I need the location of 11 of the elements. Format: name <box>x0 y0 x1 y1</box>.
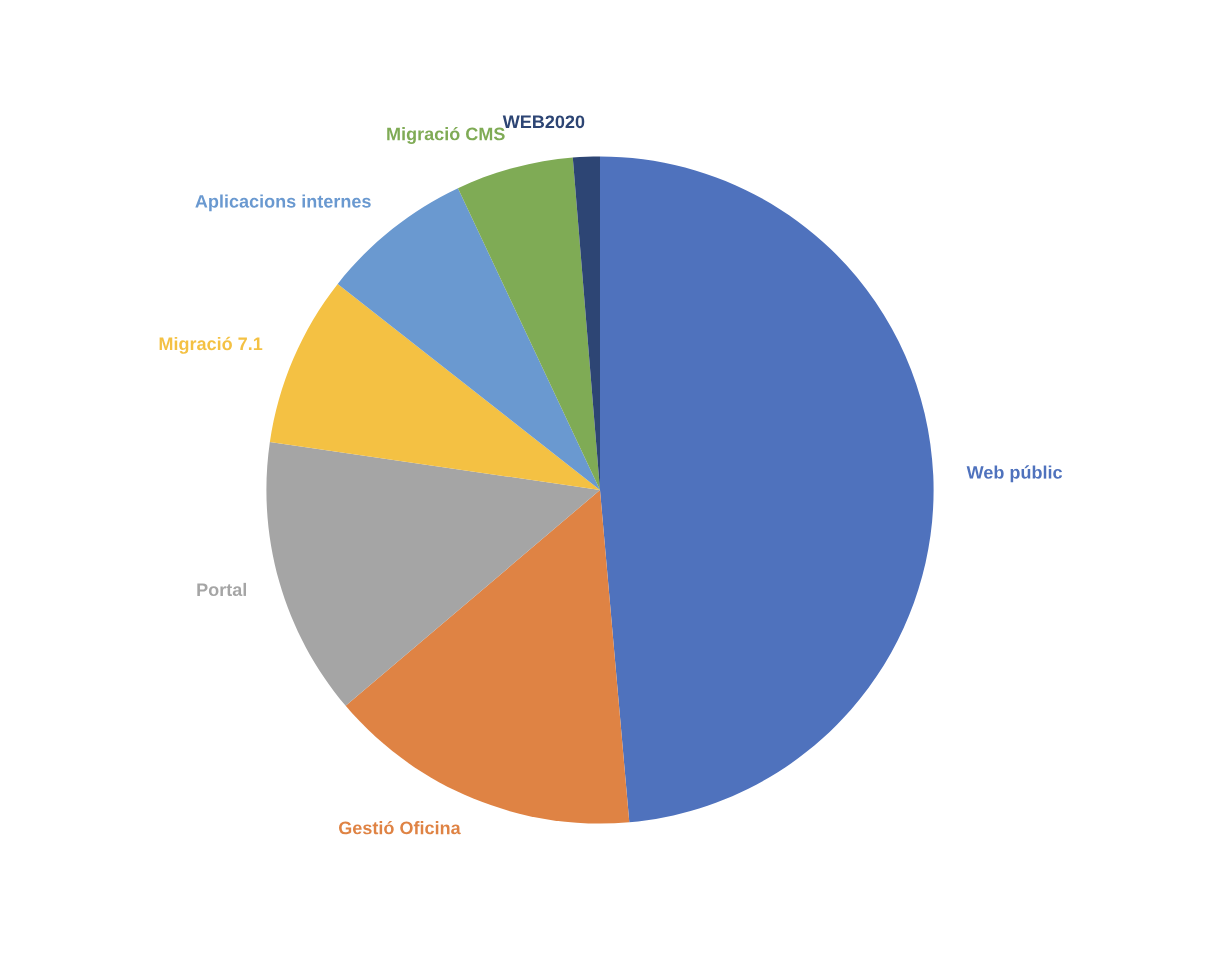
slice-label: Migració CMS <box>387 126 505 144</box>
pie-slice <box>457 157 600 490</box>
slice-label: Migració 7.1 <box>159 336 263 354</box>
slice-label: WEB2020 <box>502 115 585 129</box>
pie-slice <box>269 283 600 490</box>
pie-slice <box>266 441 600 706</box>
slice-label: Portal <box>197 582 247 597</box>
slice-label: Web públic <box>966 465 1063 483</box>
slice-label: Aplicacions internes <box>195 194 371 212</box>
pie-slice <box>600 156 934 823</box>
slice-label: Gestió Oficina <box>338 820 461 835</box>
